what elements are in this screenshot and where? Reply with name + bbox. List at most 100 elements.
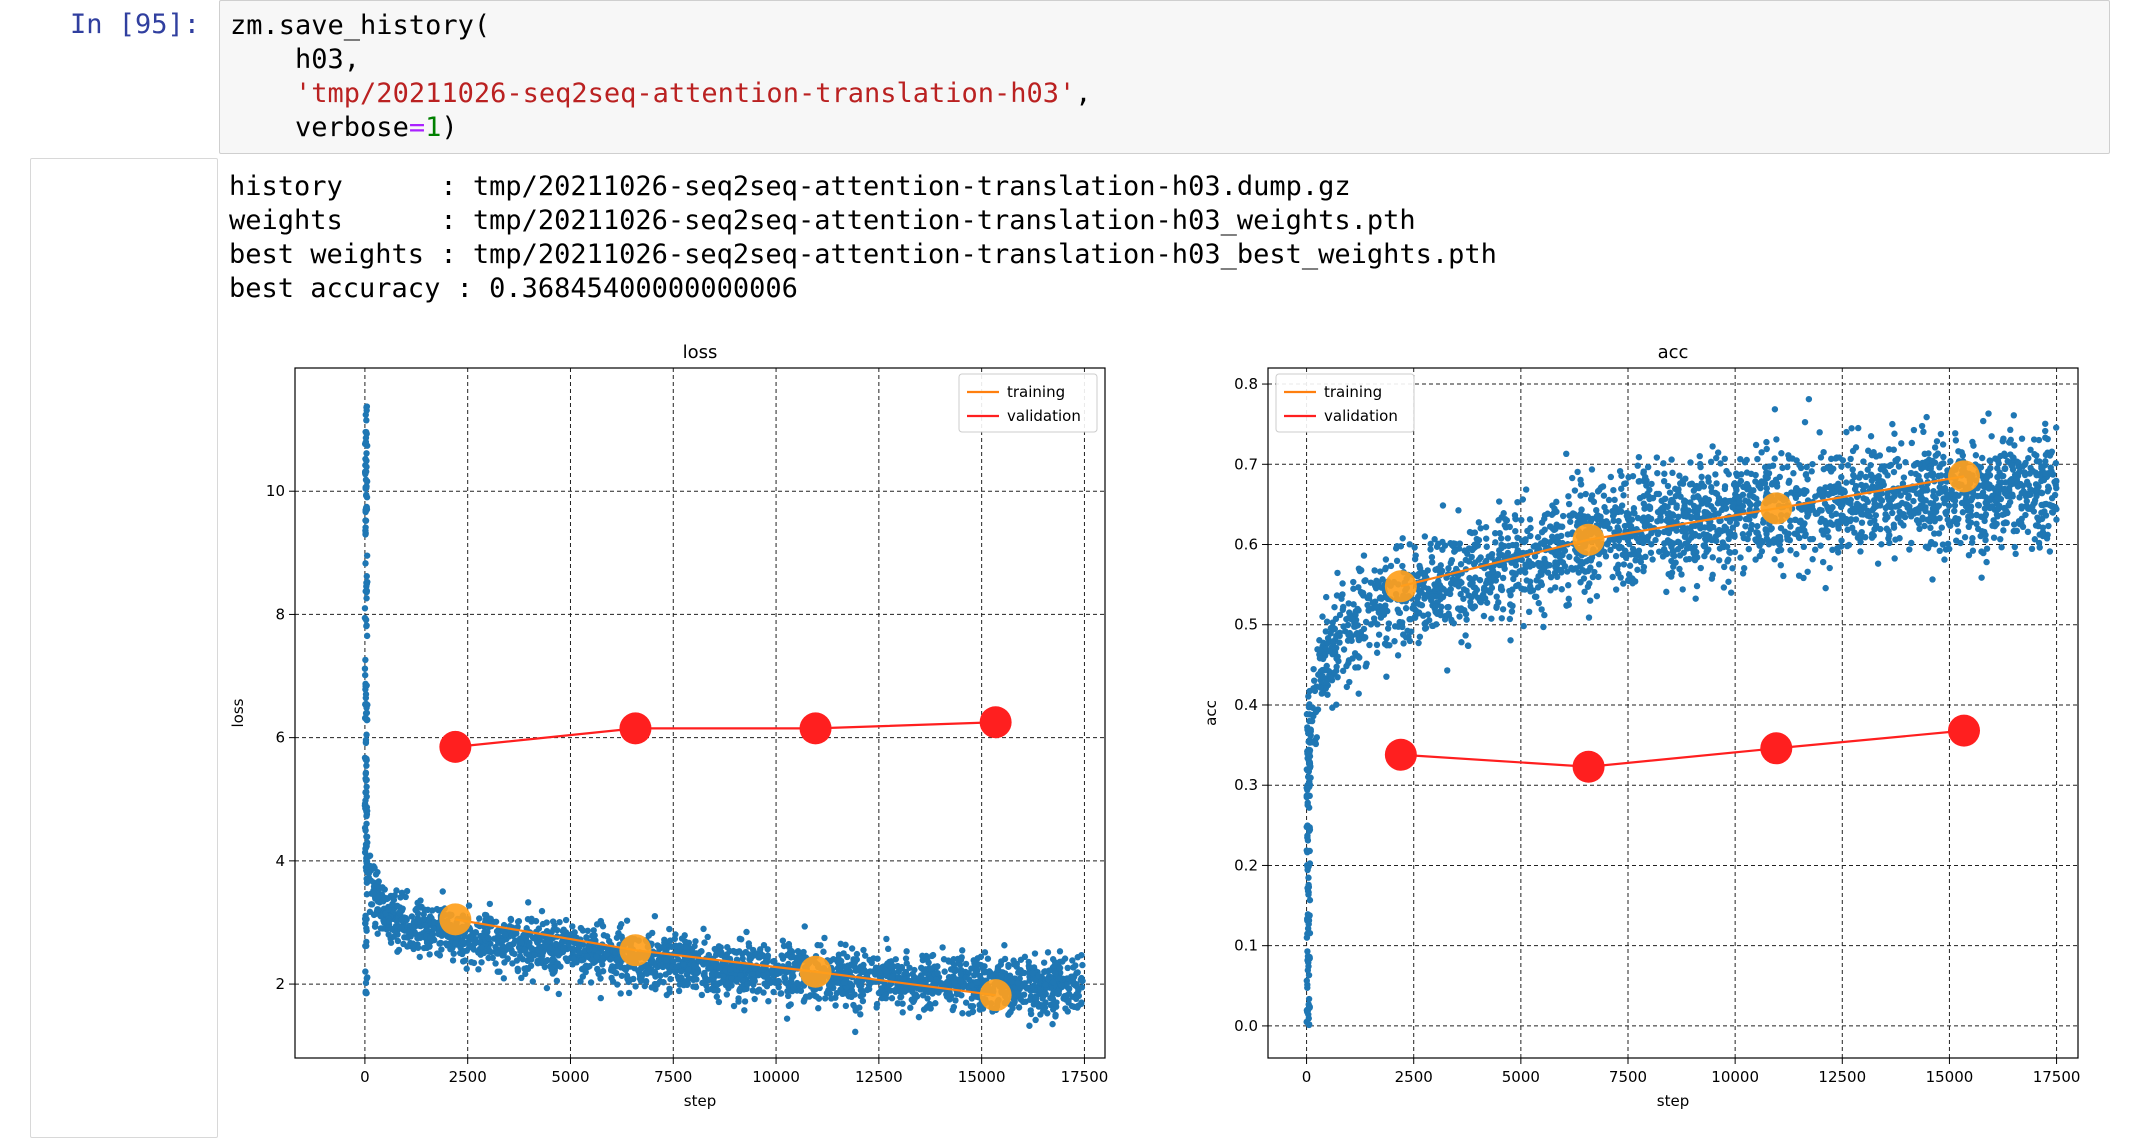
loss-scatter-point — [608, 975, 614, 981]
acc-scatter-point — [1368, 579, 1374, 585]
loss-scatter-point — [518, 975, 524, 981]
acc-scatter-point — [1712, 471, 1718, 477]
output-line-weights: weights : tmp/20211026-seq2seq-attention… — [229, 204, 1497, 238]
acc-scatter-point — [1386, 620, 1392, 626]
acc-scatter-point — [1384, 608, 1390, 614]
loss-scatter-point — [656, 956, 662, 962]
loss-scatter-point — [364, 633, 370, 639]
loss-scatter-point — [415, 910, 421, 916]
loss-scatter-point — [610, 968, 616, 974]
loss-scatter-point — [584, 953, 590, 959]
acc-scatter-point — [1818, 454, 1824, 460]
acc-scatter-point — [1845, 462, 1851, 468]
loss-scatter-point — [388, 926, 394, 932]
acc-scatter-point — [1860, 495, 1866, 501]
loss-scatter-point — [380, 925, 386, 931]
acc-scatter-point — [1611, 497, 1617, 503]
code-input-cell[interactable]: zm.save_history( h03, 'tmp/20211026-seq2… — [219, 0, 2110, 154]
acc-scatter-point — [2000, 438, 2006, 444]
loss-scatter-point — [757, 952, 763, 958]
acc-scatter-point — [1776, 542, 1782, 548]
loss-scatter-point — [743, 929, 749, 935]
acc-scatter-point — [1350, 586, 1356, 592]
loss-scatter-point — [569, 923, 575, 929]
loss-scatter-point — [511, 951, 517, 957]
loss-scatter-point — [642, 983, 648, 989]
acc-scatter-point — [1878, 541, 1884, 547]
acc-scatter-point — [1642, 554, 1648, 560]
acc-scatter-point — [1953, 437, 1959, 443]
loss-scatter-point — [950, 956, 956, 962]
loss-scatter-point — [363, 468, 369, 474]
loss-scatter-point — [1022, 954, 1028, 960]
acc-scatter-point — [1449, 542, 1455, 548]
loss-training-point — [439, 903, 471, 935]
acc-scatter-point — [2016, 494, 2022, 500]
acc-scatter-point — [2045, 523, 2051, 529]
loss-scatter-point — [534, 959, 540, 965]
acc-scatter-point — [1433, 621, 1439, 627]
acc-scatter-point — [1832, 455, 1838, 461]
loss-scatter-point — [475, 966, 481, 972]
acc-scatter-point — [1306, 996, 1312, 1002]
loss-scatter-point — [686, 967, 692, 973]
output-collapser[interactable] — [30, 158, 218, 1138]
loss-scatter-point — [1020, 999, 1026, 1005]
acc-scatter-point — [1376, 631, 1382, 637]
loss-scatter-point — [714, 980, 720, 986]
loss-scatter-point — [678, 968, 684, 974]
acc-scatter-points — [1303, 396, 2059, 1028]
acc-scatter-point — [1853, 516, 1859, 522]
acc-scatter-point — [1896, 509, 1902, 515]
loss-scatter-point — [891, 987, 897, 993]
loss-scatter-point — [363, 701, 369, 707]
loss-scatter-point — [363, 808, 369, 814]
code-editor[interactable]: zm.save_history( h03, 'tmp/20211026-seq2… — [230, 9, 1092, 145]
loss-scatter-point — [1035, 973, 1041, 979]
acc-scatter-point — [1364, 602, 1370, 608]
acc-scatter-point — [2000, 527, 2006, 533]
loss-scatter-point — [704, 934, 710, 940]
loss-scatter-point — [363, 617, 369, 623]
loss-scatter-point — [518, 939, 524, 945]
loss-scatter-point — [781, 943, 787, 949]
acc-scatter-point — [1429, 593, 1435, 599]
loss-scatter-point — [739, 955, 745, 961]
loss-scatter-point — [362, 801, 368, 807]
acc-scatter-point — [1669, 470, 1675, 476]
acc-scatter-point — [1721, 584, 1727, 590]
acc-scatter-point — [1331, 604, 1337, 610]
acc-scatter-point — [2048, 464, 2054, 470]
acc-scatter-point — [1375, 580, 1381, 586]
cell-prompt: In [95]: — [70, 8, 210, 42]
loss-scatter-point — [660, 979, 666, 985]
acc-scatter-point — [1727, 550, 1733, 556]
acc-scatter-point — [1323, 594, 1329, 600]
acc-scatter-point — [1676, 473, 1682, 479]
loss-scatter-point — [903, 948, 909, 954]
acc-scatter-point — [1951, 508, 1957, 514]
acc-scatter-point — [1595, 488, 1601, 494]
acc-scatter-point — [1796, 519, 1802, 525]
acc-scatter-point — [1544, 511, 1550, 517]
acc-scatter-point — [1583, 491, 1589, 497]
loss-scatter-point — [677, 981, 683, 987]
loss-scatter-point — [851, 991, 857, 997]
loss-scatter-point — [924, 957, 930, 963]
acc-scatter-point — [1600, 483, 1606, 489]
acc-scatter-point — [1939, 524, 1945, 530]
acc-scatter-point — [1740, 570, 1746, 576]
loss-scatter-point — [367, 909, 373, 915]
acc-scatter-point — [1566, 501, 1572, 507]
acc-scatter-point — [1941, 556, 1947, 562]
acc-scatter-point — [1616, 543, 1622, 549]
acc-scatter-point — [1762, 480, 1768, 486]
acc-scatter-point — [1635, 463, 1641, 469]
loss-scatter-point — [935, 989, 941, 995]
loss-scatter-point — [1005, 964, 1011, 970]
acc-scatter-point — [2042, 434, 2048, 440]
acc-scatter-point — [1552, 584, 1558, 590]
loss-scatter-point — [1070, 973, 1076, 979]
acc-scatter-point — [1465, 642, 1471, 648]
loss-x-tick-label: 0 — [360, 1068, 370, 1086]
